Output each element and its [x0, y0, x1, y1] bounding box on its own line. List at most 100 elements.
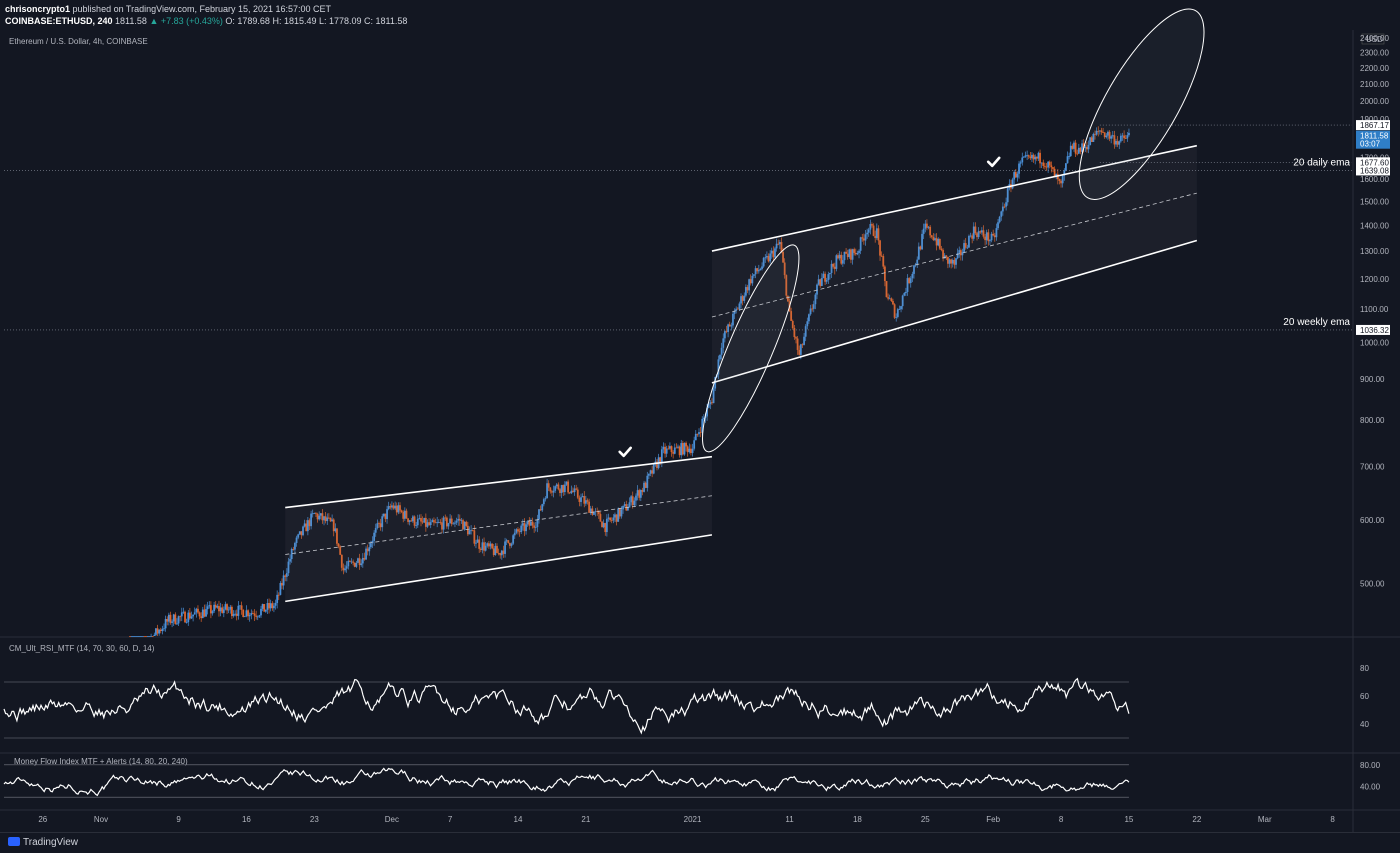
candle-body	[1073, 142, 1075, 149]
candle-body	[738, 303, 741, 309]
tradingview-logo[interactable]: TradingView	[8, 837, 78, 848]
candle-body	[323, 516, 325, 521]
candle-body	[318, 515, 321, 520]
candle-body	[188, 612, 191, 619]
candle-body	[337, 543, 340, 547]
candle-body	[667, 448, 670, 450]
candle-body	[882, 256, 885, 267]
candle-body	[521, 523, 524, 526]
candle-body	[171, 621, 173, 623]
price-tick-label: 600.00	[1360, 516, 1385, 525]
date-tick-label: 23	[310, 815, 319, 824]
candle-body	[395, 505, 398, 513]
candle-body	[1094, 133, 1096, 135]
candle-body	[743, 295, 746, 301]
candle-body	[528, 521, 531, 526]
candle-body	[699, 432, 702, 433]
candle-body	[617, 508, 620, 522]
candle-body	[709, 402, 712, 405]
candle-body	[955, 258, 957, 265]
candle-body	[778, 242, 781, 245]
candle-body	[1111, 135, 1114, 137]
candle-body	[1126, 135, 1129, 139]
candle-body	[412, 516, 414, 522]
candle-body	[342, 567, 345, 571]
candle-body	[1077, 147, 1080, 154]
candle-body	[277, 594, 280, 596]
candle-body	[542, 499, 545, 505]
date-tick-label: Nov	[94, 815, 108, 824]
candle-body	[353, 562, 356, 567]
candle-body	[720, 347, 723, 355]
candle-body	[245, 610, 248, 617]
candle-body	[913, 265, 915, 274]
candle-body	[260, 608, 262, 616]
candle-body	[526, 521, 529, 525]
candle-body	[252, 613, 254, 614]
candle-body	[874, 235, 877, 239]
candle-body	[892, 301, 894, 305]
candle-body	[1084, 146, 1087, 148]
candle-body	[762, 257, 765, 267]
candle-body	[626, 507, 629, 511]
candle-body	[690, 448, 692, 454]
publisher-name[interactable]: chrisoncrypto1	[5, 4, 71, 14]
candle-body	[470, 529, 473, 531]
candle-body	[774, 248, 776, 258]
candle-body	[845, 251, 847, 254]
candle-body	[179, 616, 182, 618]
candle-body	[308, 520, 311, 527]
candle-body	[840, 254, 843, 264]
candle-body	[1026, 155, 1029, 157]
candle-body	[176, 623, 178, 625]
candle-body	[1105, 135, 1108, 138]
candle-body	[483, 542, 485, 551]
candle-body	[581, 496, 584, 498]
symbol-label[interactable]: COINBASE:ETHUSD, 240	[5, 16, 113, 26]
candle-body	[146, 636, 149, 637]
candle-body	[979, 231, 982, 233]
candle-body	[167, 614, 170, 622]
candle-body	[549, 487, 552, 492]
candle-body	[130, 636, 133, 637]
candle-body	[904, 291, 907, 294]
candle-body	[984, 236, 986, 241]
candle-body	[795, 337, 797, 339]
candle-body	[271, 603, 274, 609]
candle-body	[620, 509, 623, 517]
candle-body	[1071, 145, 1074, 149]
candle-body	[538, 509, 540, 520]
candle-body	[641, 489, 644, 492]
candle-body	[219, 607, 222, 612]
candle-body	[523, 523, 526, 532]
price-tick-label: 1000.00	[1360, 338, 1389, 347]
candle-body	[1000, 211, 1003, 217]
date-tick-label: 9	[176, 815, 181, 824]
candle-body	[303, 523, 306, 527]
candle-body	[1018, 163, 1020, 174]
candle-body	[187, 612, 190, 623]
channel-fill	[711, 145, 1197, 383]
candle-body	[517, 529, 519, 532]
candle-body	[463, 521, 466, 530]
candle-body	[945, 255, 948, 257]
candle-body	[211, 611, 214, 614]
candle-body	[352, 561, 355, 563]
candle-body	[560, 485, 563, 494]
candle-body	[796, 338, 799, 350]
candle-body	[875, 228, 878, 239]
candle-body	[1048, 161, 1051, 166]
candle-body	[300, 531, 303, 536]
candle-body	[759, 268, 762, 271]
candle-body	[848, 249, 851, 258]
candle-body	[256, 616, 259, 618]
candle-body	[424, 517, 427, 527]
candle-body	[237, 605, 240, 616]
candle-body	[735, 308, 738, 311]
candle-body	[248, 615, 251, 617]
candle-body	[985, 232, 988, 241]
candle-body	[366, 548, 369, 552]
price-label-box	[1356, 130, 1390, 141]
candle-body	[980, 230, 983, 233]
